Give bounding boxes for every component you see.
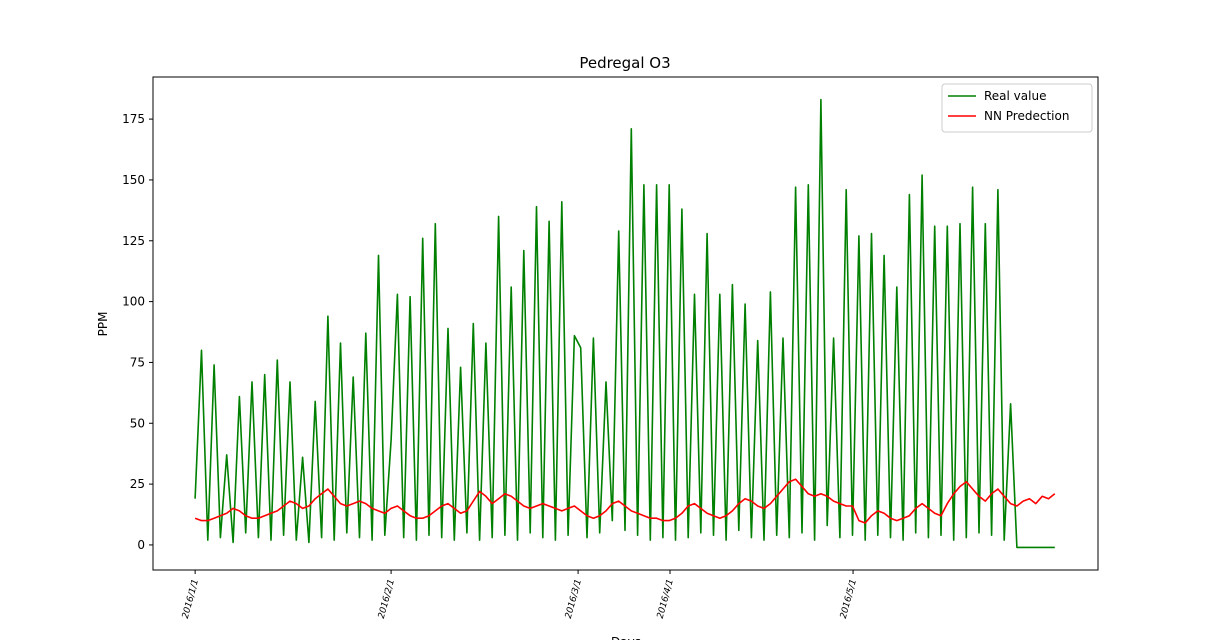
y-tick-label: 0 (137, 538, 145, 552)
y-axis-label: PPM (96, 312, 110, 337)
y-tick-label: 75 (130, 355, 145, 369)
y-tick-label: 25 (130, 477, 145, 491)
legend-box (941, 83, 1093, 133)
legend-label: Real value (984, 89, 1046, 103)
x-tick-label: 2016/2/1 (377, 578, 397, 620)
y-tick-label: 175 (122, 112, 145, 126)
x-tick-label: 2016/3/1 (564, 578, 584, 620)
chart-title: Pedregal O3 (579, 54, 670, 72)
y-tick-label: 150 (122, 173, 145, 187)
y-tick-label: 125 (122, 234, 145, 248)
x-axis-label: Days (611, 635, 641, 640)
series-line (194, 98, 1055, 549)
x-tick-label: 2016/5/1 (839, 578, 859, 620)
y-tick-label: 100 (122, 295, 145, 309)
y-tick-label: 50 (130, 416, 145, 430)
series-line (194, 478, 1056, 524)
x-tick-label: 2016/1/1 (181, 578, 201, 620)
legend-label: NN Predection (984, 109, 1069, 123)
x-tick-label: 2016/4/1 (656, 578, 676, 620)
plot-frame (152, 76, 1099, 571)
